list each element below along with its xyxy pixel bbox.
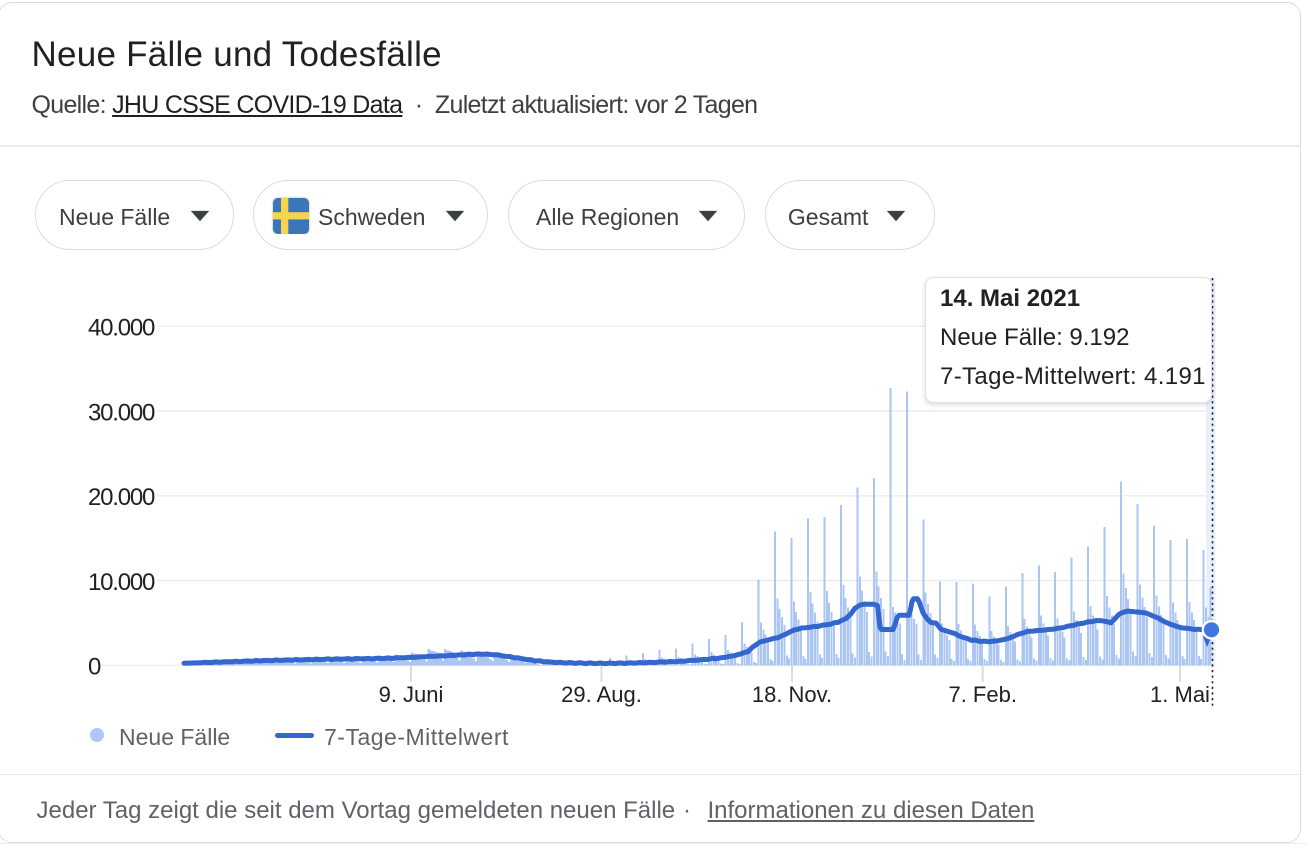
svg-text:20.000: 20.000 — [88, 484, 155, 511]
svg-text:18. Nov.: 18. Nov. — [752, 682, 832, 707]
svg-text:10.000: 10.000 — [88, 569, 155, 596]
svg-text:30.000: 30.000 — [88, 399, 155, 426]
svg-text:7. Feb.: 7. Feb. — [948, 682, 1016, 707]
svg-text:1. Mai: 1. Mai — [1150, 682, 1210, 707]
svg-text:29. Aug.: 29. Aug. — [561, 682, 642, 707]
svg-text:40.000: 40.000 — [88, 315, 155, 342]
svg-text:0: 0 — [88, 654, 101, 681]
svg-text:9. Juni: 9. Juni — [379, 682, 444, 707]
